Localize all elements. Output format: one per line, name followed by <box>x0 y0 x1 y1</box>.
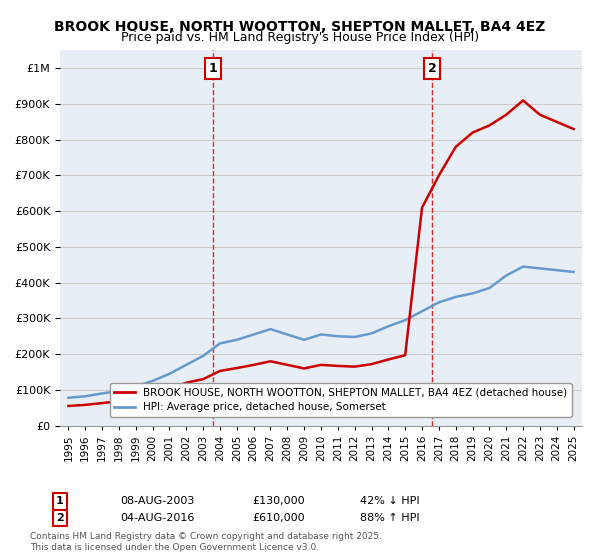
Text: 42% ↓ HPI: 42% ↓ HPI <box>360 496 419 506</box>
Legend: BROOK HOUSE, NORTH WOOTTON, SHEPTON MALLET, BA4 4EZ (detached house), HPI: Avera: BROOK HOUSE, NORTH WOOTTON, SHEPTON MALL… <box>110 383 572 417</box>
Text: 88% ↑ HPI: 88% ↑ HPI <box>360 513 419 523</box>
Text: 08-AUG-2003: 08-AUG-2003 <box>120 496 194 506</box>
Text: 2: 2 <box>56 513 64 523</box>
Text: Price paid vs. HM Land Registry's House Price Index (HPI): Price paid vs. HM Land Registry's House … <box>121 31 479 44</box>
Text: £130,000: £130,000 <box>252 496 305 506</box>
Text: Contains HM Land Registry data © Crown copyright and database right 2025.
This d: Contains HM Land Registry data © Crown c… <box>30 532 382 552</box>
Text: 1: 1 <box>209 62 218 75</box>
Text: BROOK HOUSE, NORTH WOOTTON, SHEPTON MALLET, BA4 4EZ: BROOK HOUSE, NORTH WOOTTON, SHEPTON MALL… <box>55 20 545 34</box>
Text: 04-AUG-2016: 04-AUG-2016 <box>120 513 194 523</box>
Text: 2: 2 <box>428 62 437 75</box>
Text: £610,000: £610,000 <box>252 513 305 523</box>
Text: 1: 1 <box>56 496 64 506</box>
